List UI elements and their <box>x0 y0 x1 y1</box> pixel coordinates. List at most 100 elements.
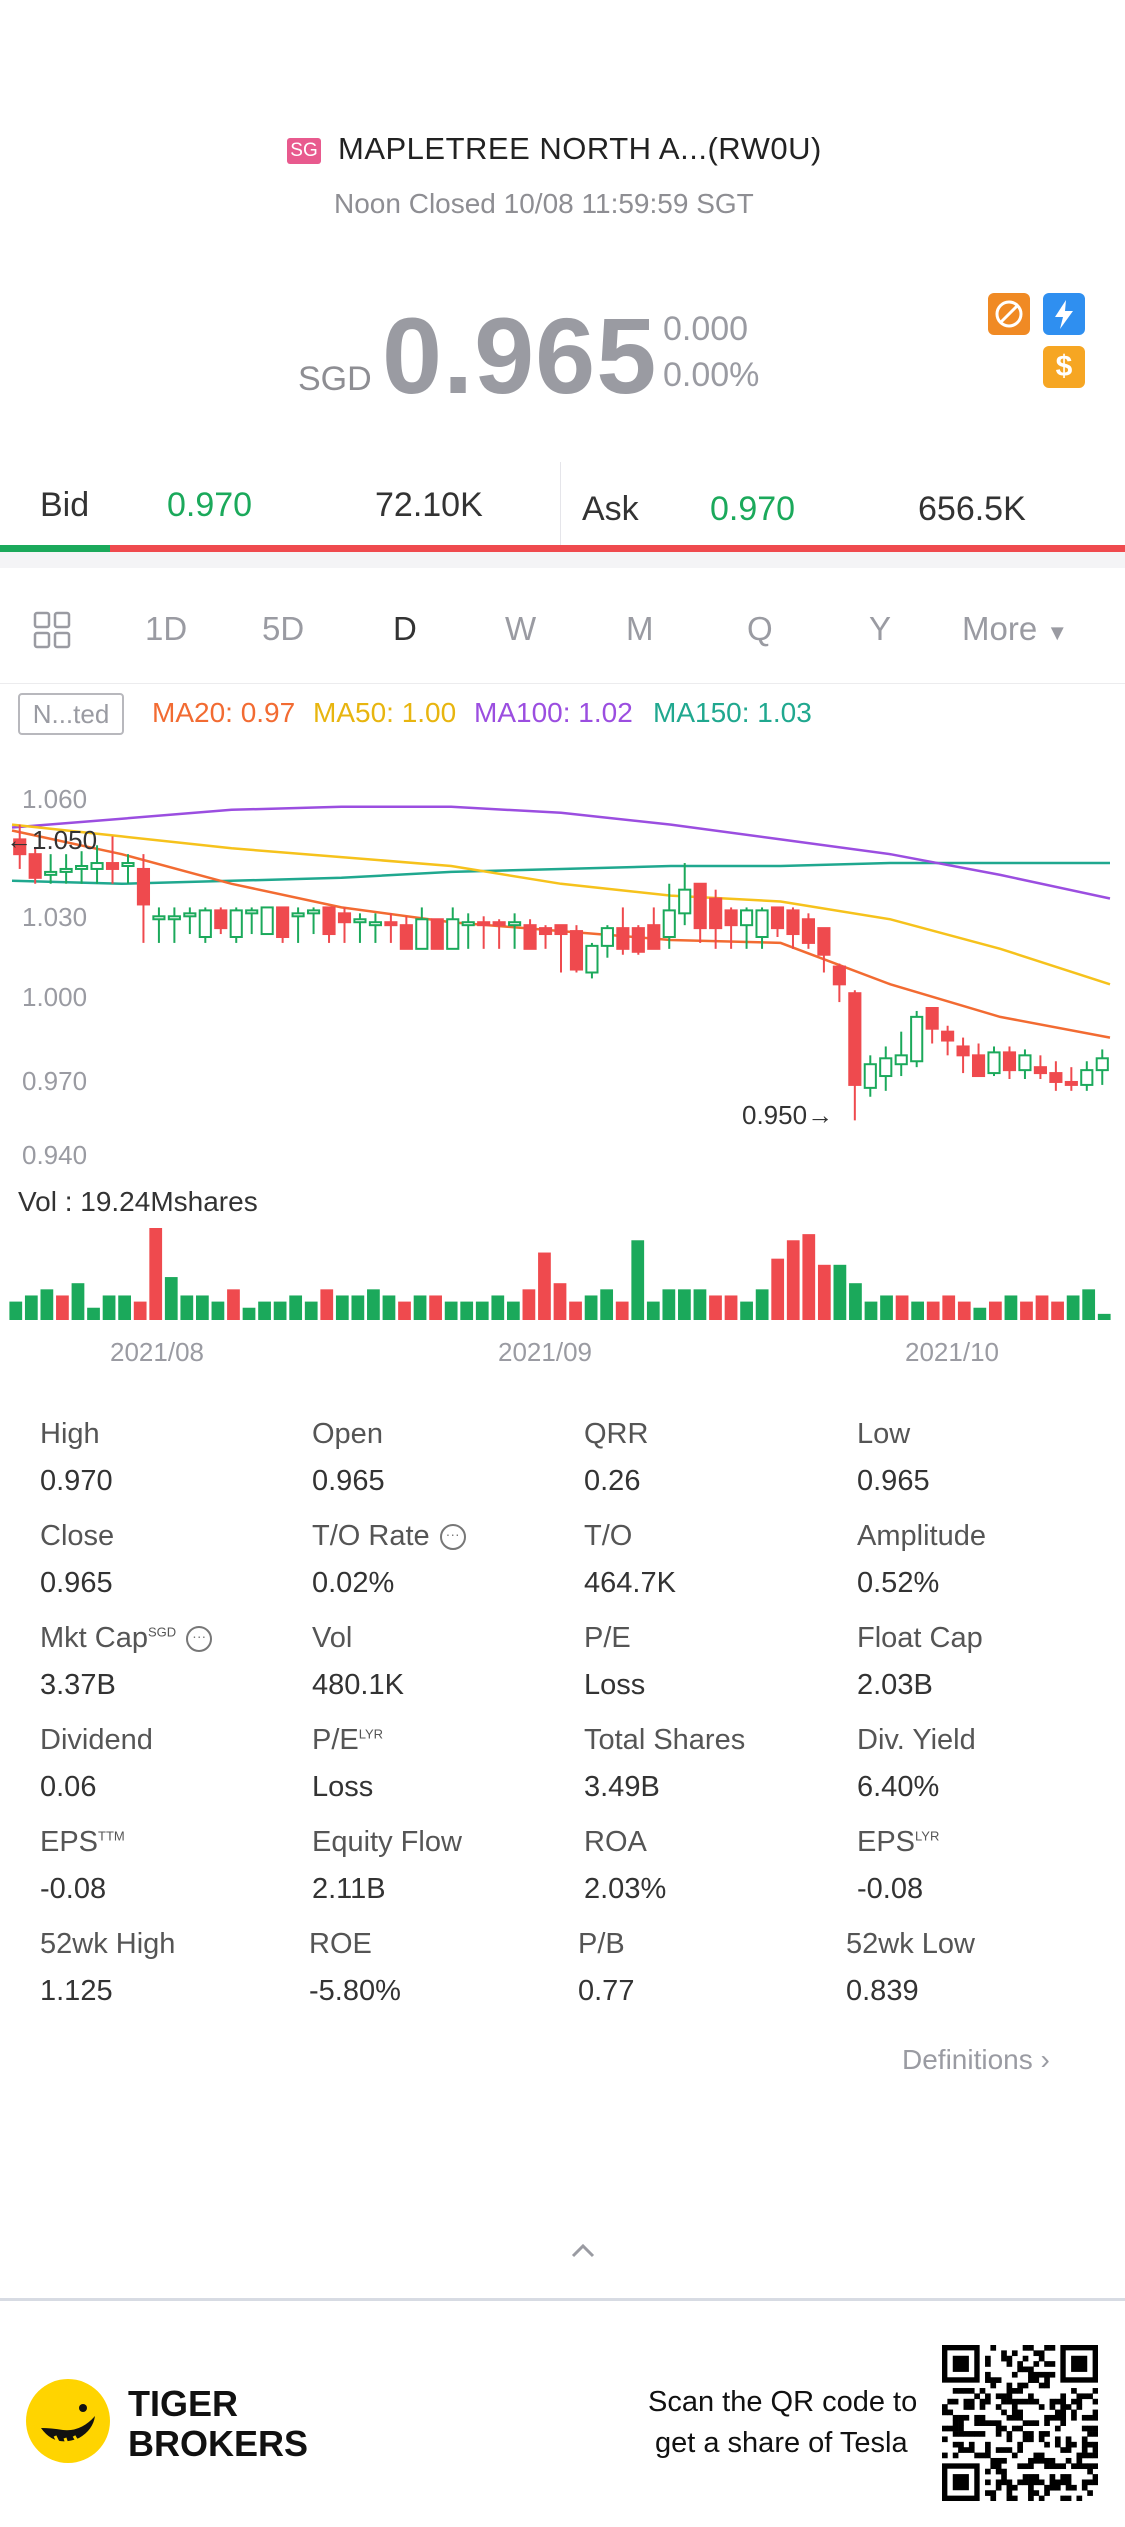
candle-body <box>786 909 800 936</box>
candle-body <box>276 906 290 939</box>
qr-module <box>995 2404 1002 2410</box>
candle-body <box>1033 1066 1047 1075</box>
tab-quarter[interactable]: Q <box>747 610 773 647</box>
definitions-link[interactable]: Definitions › <box>902 2044 1050 2076</box>
qr-module <box>968 2441 975 2448</box>
candle <box>353 913 367 943</box>
qr-module <box>985 2361 991 2367</box>
qr-module <box>1011 2398 1018 2405</box>
qr-module <box>968 2398 975 2405</box>
qr-module <box>974 2420 980 2426</box>
candle <box>941 1025 955 1056</box>
qr-module <box>1049 2414 1056 2421</box>
qr-module <box>1076 2495 1083 2501</box>
volume-bar <box>429 1295 442 1320</box>
flash-icon[interactable] <box>1043 293 1085 335</box>
qr-module <box>1076 2393 1083 2400</box>
volume-bar <box>40 1289 54 1320</box>
tab-more[interactable]: More ▼ <box>962 610 1068 648</box>
qr-module <box>1065 2495 1072 2501</box>
stat-label-text: 52wk Low <box>846 1928 975 1960</box>
volume-bar <box>786 1240 800 1320</box>
candle-body <box>709 897 723 930</box>
volume-bar <box>678 1289 691 1320</box>
volume-bar <box>133 1301 147 1320</box>
no-shorting-icon[interactable] <box>988 293 1030 335</box>
info-icon[interactable]: ··· <box>186 1626 213 1653</box>
qr-module <box>1001 2398 1007 2405</box>
qr-module <box>979 2420 986 2426</box>
stat-label-mkt-cap-sgd: Mkt CapSGD ··· <box>40 1622 213 1655</box>
candle-body <box>662 909 676 938</box>
stat-label-text: P/B <box>578 1928 625 1960</box>
candle-body <box>941 1030 955 1042</box>
qr-module <box>1038 2452 1045 2459</box>
tab-year[interactable]: Y <box>869 610 892 647</box>
qr-module <box>1017 2398 1023 2405</box>
candle <box>399 916 413 950</box>
candle <box>832 963 846 1003</box>
qr-module <box>1076 2398 1083 2405</box>
candlestick-chart[interactable] <box>0 770 1125 1160</box>
stat-value-t-o: 464.7K <box>584 1567 676 1599</box>
candle <box>368 913 382 943</box>
stat-label-text: T/O Rate <box>312 1520 430 1552</box>
qr-module <box>995 2484 1002 2491</box>
qr-module <box>952 2425 959 2432</box>
volume-bar <box>802 1234 816 1320</box>
qr-module <box>1092 2479 1098 2486</box>
candle-body <box>1080 1069 1094 1086</box>
y-tick-5: 0.940 <box>22 1140 88 1170</box>
qr-module <box>1049 2457 1056 2464</box>
qr-module <box>1092 2463 1098 2470</box>
qr-module <box>963 2404 970 2410</box>
candle-body <box>817 927 831 956</box>
qr-module <box>1001 2350 1007 2357</box>
footer-divider <box>0 2298 1125 2301</box>
qr-module <box>1060 2479 1067 2486</box>
ask-label: Ask <box>582 490 639 528</box>
qr-module <box>1006 2431 1013 2437</box>
tab-5d[interactable]: 5D <box>262 610 305 647</box>
qr-module <box>979 2398 986 2405</box>
qr-module <box>1028 2463 1034 2470</box>
dividend-dollar-icon[interactable]: $ <box>1043 346 1085 388</box>
ask-price: 0.970 <box>710 490 796 528</box>
candle-body <box>13 838 27 856</box>
tab-day[interactable]: D <box>393 610 417 647</box>
qr-module <box>1001 2474 1007 2480</box>
stat-value-dividend: 0.06 <box>40 1771 97 1803</box>
qr-module <box>1017 2409 1023 2416</box>
volume-chart[interactable] <box>0 1222 1125 1322</box>
chevron-up-icon[interactable] <box>568 2240 598 2260</box>
grid-layout-icon[interactable] <box>32 610 72 650</box>
qr-module <box>1065 2479 1072 2486</box>
candle-body <box>956 1045 970 1057</box>
qr-module <box>974 2431 980 2437</box>
stat-value-p-e: Loss <box>584 1669 646 1701</box>
qr-module <box>1017 2414 1023 2421</box>
qr-module <box>979 2431 986 2437</box>
tab-week[interactable]: W <box>505 610 537 647</box>
stat-label-text: Close <box>40 1520 115 1552</box>
volume-bar <box>771 1258 785 1320</box>
indicator-settings-tag[interactable]: N...ted <box>18 693 124 735</box>
candle-body <box>894 1054 908 1066</box>
candle <box>1033 1055 1047 1079</box>
qr-module <box>1028 2457 1034 2464</box>
promo-line1: Scan the QR code to <box>648 2386 918 2418</box>
qr-module <box>1038 2479 1045 2486</box>
stat-value-t-o-rate: 0.02% <box>312 1567 395 1599</box>
qr-module <box>995 2468 1002 2475</box>
info-icon[interactable]: ··· <box>439 1524 466 1551</box>
candle <box>13 824 27 869</box>
tab-1d[interactable]: 1D <box>145 610 188 647</box>
candle-body <box>75 865 89 870</box>
qr-module <box>985 2490 991 2496</box>
candle <box>28 848 42 884</box>
qr-module <box>1006 2361 1013 2367</box>
candle <box>291 907 305 943</box>
qr-module <box>1006 2490 1013 2496</box>
tab-month[interactable]: M <box>626 610 654 647</box>
qr-module <box>1011 2350 1018 2357</box>
